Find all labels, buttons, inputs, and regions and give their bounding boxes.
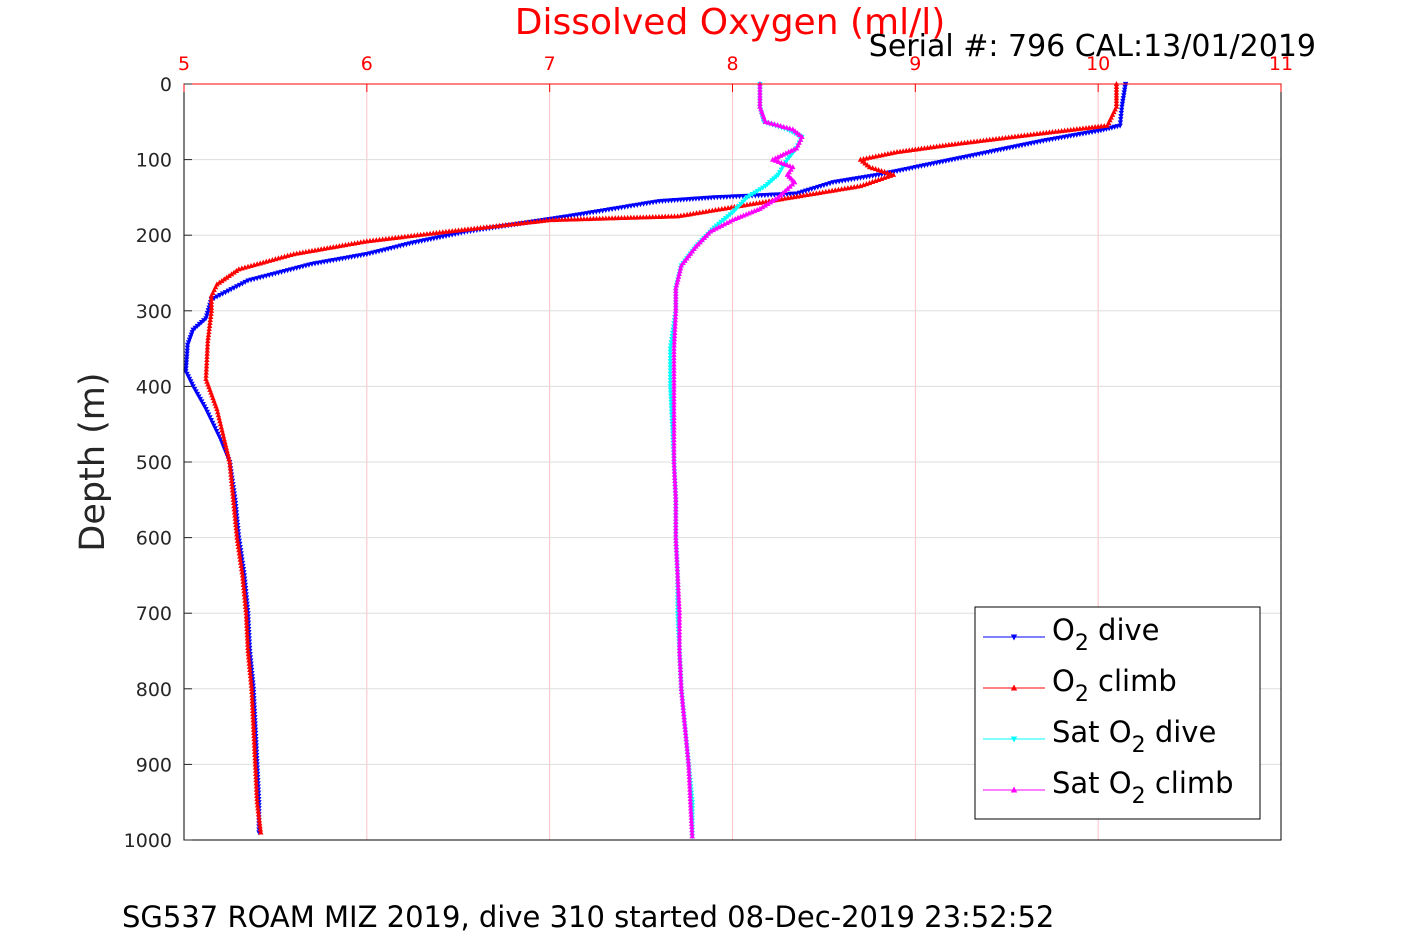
y-tick-label: 500	[136, 452, 172, 474]
y-tick-label: 700	[136, 603, 172, 625]
series-markers	[667, 81, 805, 840]
axes: 5 6 7 8 9 10 11 0 100 200 300 400 500 600 700 800 900 100…	[124, 53, 1293, 852]
y-tick-label: 400	[136, 376, 172, 398]
x-tick-label: 8	[726, 53, 738, 75]
legend-label: O2 dive	[1052, 613, 1160, 656]
legend-swatch-marker	[1010, 684, 1018, 691]
chart-caption: SG537 ROAM MIZ 2019, dive 310 started 08…	[122, 900, 1054, 934]
chart-subtitle: Serial #: 796 CAL:13/01/2019	[869, 29, 1316, 64]
legend: O2 dive O2 climb Sat O2 dive Sat O2 climb	[974, 606, 1261, 820]
legend-box	[974, 606, 1261, 820]
x-tick-label: 6	[361, 53, 373, 75]
legend-entry: O2 dive	[983, 613, 1160, 656]
series-line	[673, 84, 803, 837]
legend-swatch-marker	[1010, 634, 1018, 641]
legend-label: O2 climb	[1052, 664, 1177, 707]
y-tick-label: 600	[136, 528, 172, 550]
legend-entry: Sat O2 climb	[983, 766, 1234, 809]
y-tick-label: 800	[136, 679, 172, 701]
legend-label: Sat O2 dive	[1052, 715, 1216, 758]
x-tick-label: 11	[1269, 53, 1293, 75]
x-tick-label: 5	[178, 53, 190, 75]
y-tick-label: 100	[136, 150, 172, 172]
x-tick-label: 10	[1086, 53, 1110, 75]
y-tick-label: 900	[136, 754, 172, 776]
legend-entry: O2 climb	[983, 664, 1177, 707]
chart-title: Dissolved Oxygen (ml/l)	[515, 2, 946, 43]
series-line	[205, 84, 1117, 833]
y-tick-label: 300	[136, 301, 172, 323]
series-0	[183, 81, 1129, 836]
legend-entry: Sat O2 dive	[983, 715, 1216, 758]
series-3	[671, 81, 805, 839]
y-tick-label: 200	[136, 225, 172, 247]
y-tick-label: 1000	[124, 830, 172, 852]
x-tick-label: 9	[909, 53, 921, 75]
legend-swatch-marker	[1010, 736, 1018, 743]
y-axis-title: Depth (m)	[73, 372, 113, 551]
grid	[184, 84, 1281, 840]
legend-label: Sat O2 climb	[1052, 766, 1234, 809]
series-1	[203, 81, 1120, 835]
x-tick-label: 7	[544, 53, 556, 75]
data-series	[183, 81, 1129, 840]
y-tick-label: 0	[160, 74, 172, 96]
series-line	[185, 83, 1126, 833]
legend-swatch-marker	[1010, 786, 1018, 793]
